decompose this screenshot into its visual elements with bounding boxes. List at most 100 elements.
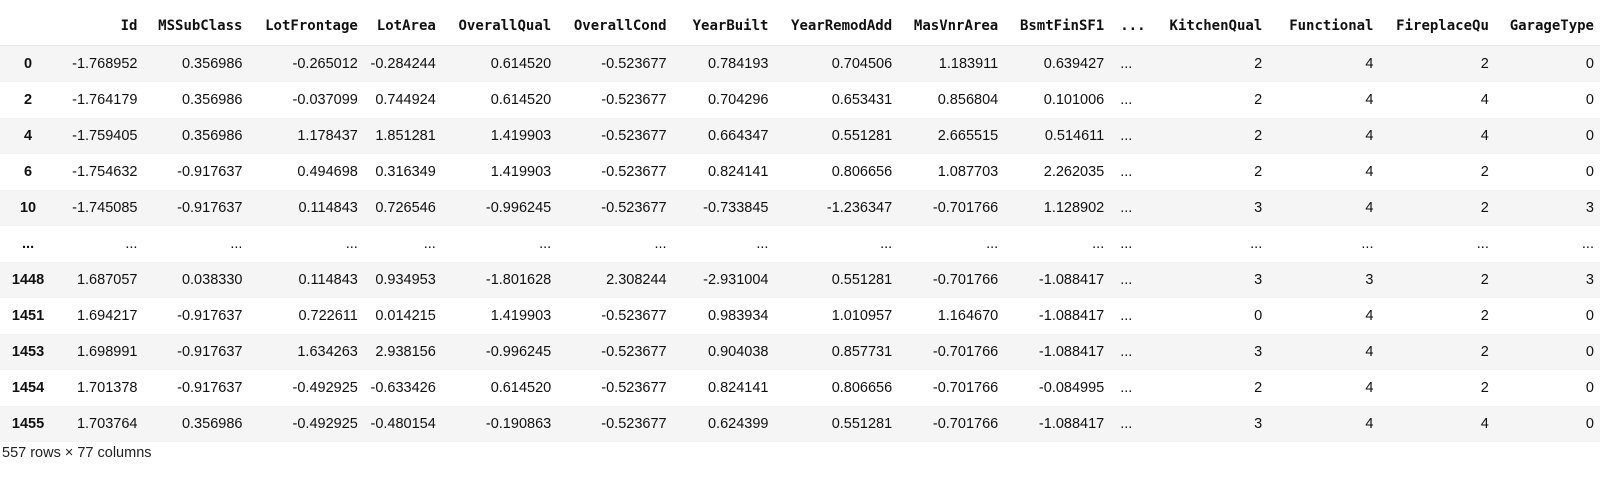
table-cell: 0.824141 bbox=[707, 163, 769, 180]
table-cell: -0.523677 bbox=[601, 91, 667, 108]
table-row: 1453 1.698991 -0.917637 1.634263 2.938156 -0.… bbox=[0, 333, 1600, 370]
column-header: FireplaceQu bbox=[1379, 7, 1495, 46]
table-cell: 0.614520 bbox=[490, 91, 552, 108]
row-index: 4 bbox=[24, 127, 33, 144]
table-cell: -0.523677 bbox=[601, 163, 667, 180]
table-cell: 2 bbox=[1480, 271, 1489, 288]
row-column-count: 557 rows × 77 columns bbox=[2, 445, 152, 461]
table-cell: -0.492925 bbox=[292, 415, 358, 432]
row-index: 6 bbox=[24, 163, 33, 180]
table-cell: -0.701766 bbox=[932, 199, 999, 216]
row-index: 1448 bbox=[11, 271, 45, 288]
column-header: BsmtFinSF1 bbox=[1004, 7, 1111, 46]
table-cell: -1.088417 bbox=[1038, 307, 1105, 324]
table-cell: 0.614520 bbox=[490, 55, 552, 72]
table-cell: -0.701766 bbox=[932, 271, 999, 288]
table-cell: ... bbox=[1120, 199, 1133, 216]
table-row: 1455 1.703764 0.356986 -0.492925 -0.480154 -0… bbox=[0, 405, 1600, 442]
row-index: 1451 bbox=[11, 307, 45, 324]
table-cell: -1.088417 bbox=[1038, 343, 1105, 360]
table-cell: 4 bbox=[1480, 415, 1489, 432]
table-cell: 1.128902 bbox=[1043, 199, 1105, 216]
table-cell: -0.701766 bbox=[932, 415, 999, 432]
table-cell: -1.768952 bbox=[72, 55, 138, 72]
table-cell: -2.931004 bbox=[703, 271, 769, 288]
table-cell: -0.917637 bbox=[177, 307, 243, 324]
table-cell: -0.917637 bbox=[177, 379, 243, 396]
table-cell: 3 bbox=[1254, 271, 1263, 288]
table-cell: -0.523677 bbox=[601, 199, 667, 216]
table-cell: -0.701766 bbox=[932, 343, 999, 360]
table-cell: 0.356986 bbox=[181, 415, 243, 432]
table-cell: 4 bbox=[1480, 91, 1489, 108]
table-cell: 0 bbox=[1585, 91, 1594, 108]
table-cell: 1.419903 bbox=[490, 307, 552, 324]
table-row: 2 -1.764179 0.356986 -0.037099 0.744924 0.614… bbox=[0, 82, 1600, 118]
table-cell: 0.624399 bbox=[707, 415, 769, 432]
table-cell: 4 bbox=[1365, 91, 1374, 108]
table-cell: 1.419903 bbox=[490, 163, 552, 180]
table-cell: 4 bbox=[1365, 199, 1374, 216]
table-cell: 2 bbox=[1254, 55, 1263, 72]
table-cell: -0.701766 bbox=[932, 379, 999, 396]
table-cell: -0.523677 bbox=[601, 415, 667, 432]
table-cell: -1.754632 bbox=[72, 163, 138, 180]
table-cell: ... bbox=[423, 235, 436, 252]
table-cell: -0.523677 bbox=[601, 343, 667, 360]
table-cell: 0 bbox=[1585, 343, 1594, 360]
table-cell: -0.480154 bbox=[370, 415, 436, 432]
table-cell: 0.744924 bbox=[375, 91, 436, 108]
table-cell: 1.694217 bbox=[76, 307, 138, 324]
table-cell: ... bbox=[1361, 235, 1374, 252]
table-cell: 1.183911 bbox=[938, 55, 999, 72]
table-row: 10 -1.745085 -0.917637 0.114843 0.726546 -0.9… bbox=[0, 189, 1600, 226]
table-cell: 4 bbox=[1365, 343, 1374, 360]
table-cell: 3 bbox=[1365, 271, 1374, 288]
table-cell: 0.857731 bbox=[831, 343, 893, 360]
table-cell: 0.114843 bbox=[298, 271, 358, 288]
table-cell: 0.551281 bbox=[831, 415, 893, 432]
table-cell: -1.764179 bbox=[72, 91, 138, 108]
table-cell: 1.851281 bbox=[375, 127, 436, 144]
table-cell: -1.801628 bbox=[485, 271, 552, 288]
table-cell: -0.523677 bbox=[601, 127, 667, 144]
table-cell: 1.010957 bbox=[831, 307, 893, 324]
table-cell: 0 bbox=[1585, 55, 1594, 72]
table-cell: ... bbox=[230, 235, 243, 252]
table-cell: -0.917637 bbox=[177, 199, 243, 216]
table-cell: 2.308244 bbox=[606, 271, 667, 288]
table-cell: 1.178437 bbox=[297, 127, 358, 144]
column-header: LotArea bbox=[363, 7, 442, 46]
table-cell: 4 bbox=[1365, 415, 1374, 432]
table-cell: 0.356986 bbox=[181, 91, 243, 108]
column-header: LotFrontage bbox=[248, 7, 364, 46]
table-cell: 2 bbox=[1480, 163, 1489, 180]
table-cell: 0.014215 bbox=[375, 307, 436, 324]
table-cell: 0.101006 bbox=[1043, 91, 1105, 108]
table-cell: 0.704296 bbox=[707, 91, 769, 108]
row-index: 10 bbox=[19, 199, 37, 216]
table-cell: 1.634263 bbox=[297, 343, 358, 360]
table-cell: ... bbox=[1120, 343, 1133, 360]
table-cell: 2 bbox=[1480, 379, 1489, 396]
table-cell: 2 bbox=[1254, 127, 1263, 144]
table-cell: 0 bbox=[1254, 307, 1263, 324]
table-cell: 2 bbox=[1254, 379, 1263, 396]
table-cell: 0.824141 bbox=[707, 379, 769, 396]
table-header: Id MSSubClass LotFrontage LotArea OverallQua… bbox=[0, 7, 1600, 46]
table-cell: ... bbox=[756, 235, 769, 252]
table-cell: 2.665515 bbox=[937, 127, 999, 144]
table-cell: -1.088417 bbox=[1038, 271, 1105, 288]
table-cell: 0.356986 bbox=[181, 55, 243, 72]
table-cell: -0.523677 bbox=[601, 307, 667, 324]
table-row: 1454 1.701378 -0.917637 -0.492925 -0.633426 0… bbox=[0, 370, 1600, 406]
table-cell: 0.806656 bbox=[831, 163, 893, 180]
table-cell: ... bbox=[345, 235, 358, 252]
table-row: 0 -1.768952 0.356986 -0.265012 -0.284244 0.61… bbox=[0, 45, 1600, 82]
table-cell: 0.356986 bbox=[181, 127, 243, 144]
table-cell: 2.262035 bbox=[1043, 163, 1105, 180]
table-cell: 1.164670 bbox=[937, 307, 999, 324]
table-cell: ... bbox=[1120, 163, 1133, 180]
column-header: KitchenQual bbox=[1151, 7, 1269, 46]
